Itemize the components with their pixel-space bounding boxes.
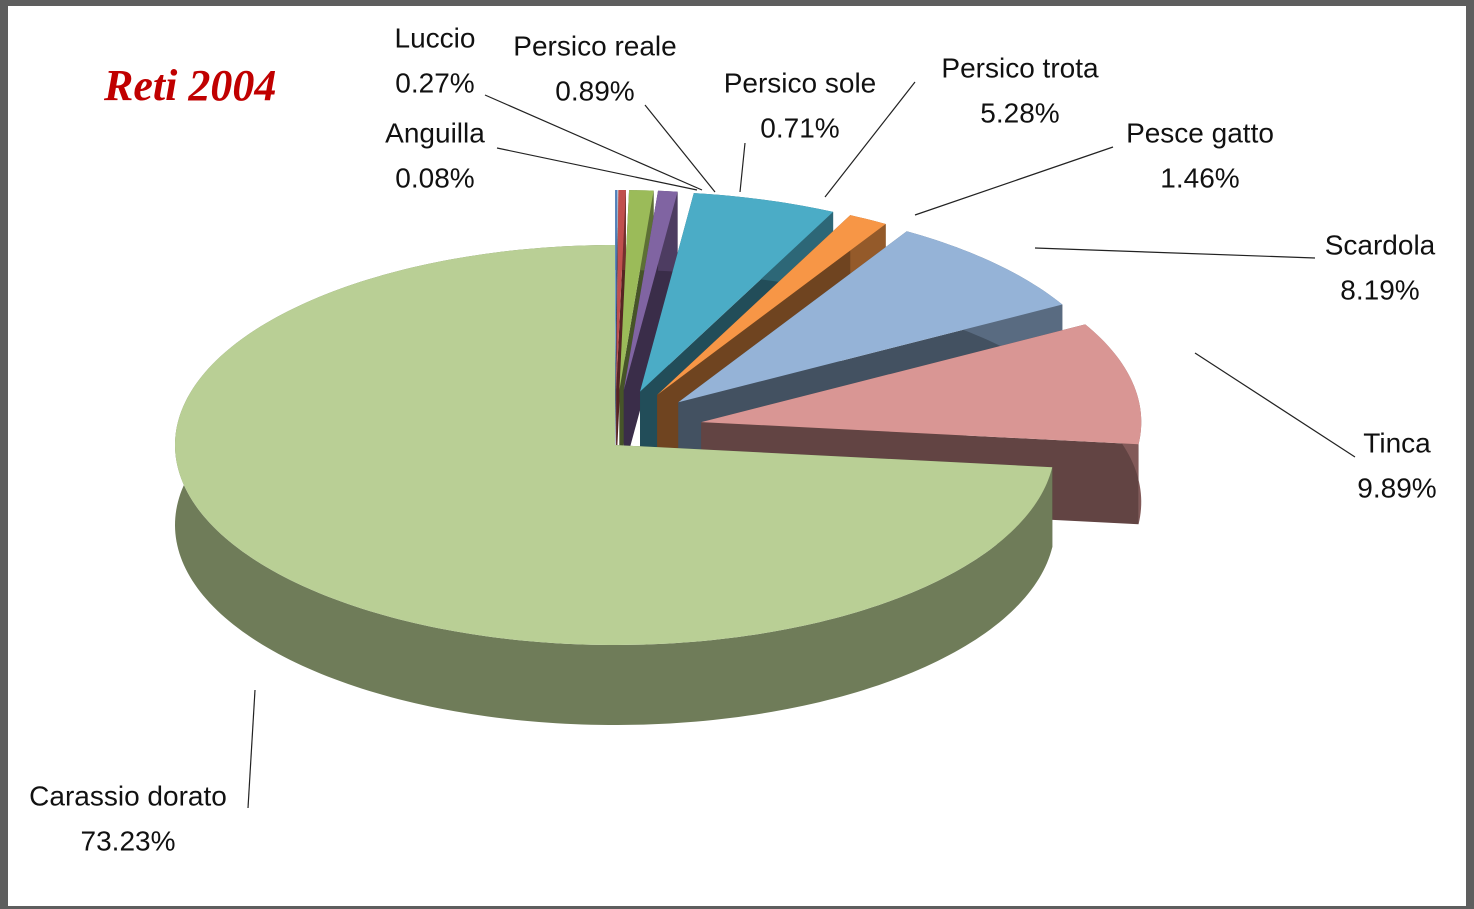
leader-line — [914, 146, 1114, 216]
chart-title: Reti 2004 — [103, 61, 276, 110]
slice — [175, 245, 1053, 645]
slice — [623, 190, 678, 391]
slice-label: Anguilla — [385, 117, 485, 148]
slice — [678, 231, 1063, 403]
slice-value-label: 1.46% — [1160, 162, 1239, 193]
leader-line — [496, 147, 698, 191]
leader-line — [484, 94, 703, 191]
leader-line — [1034, 247, 1316, 259]
slice — [616, 190, 626, 391]
slice-value-label: 9.89% — [1357, 472, 1436, 503]
slice-label: Persico trota — [941, 52, 1099, 83]
slice-label: Pesce gatto — [1126, 117, 1274, 148]
slice-label: Persico reale — [513, 30, 676, 61]
slice-value-label: 0.71% — [760, 112, 839, 143]
slice — [640, 193, 834, 392]
slice-label: Luccio — [395, 22, 476, 53]
slice-value-label: 73.23% — [81, 825, 176, 856]
leader-line — [644, 104, 716, 193]
leader-line — [824, 81, 916, 198]
slice — [701, 324, 1142, 445]
slice-label: Scardola — [1325, 229, 1436, 260]
slice-label: Tinca — [1363, 427, 1431, 458]
slice-value-label: 8.19% — [1340, 274, 1419, 305]
leader-line — [739, 142, 746, 193]
slice — [619, 190, 654, 391]
slice-value-label: 0.27% — [395, 67, 474, 98]
leader-line — [247, 689, 256, 809]
slice-value-label: 0.08% — [395, 162, 474, 193]
slice-label: Carassio dorato — [29, 780, 227, 811]
slice-value-label: 0.89% — [555, 75, 634, 106]
slice — [657, 215, 886, 395]
slice — [615, 190, 618, 391]
leader-line — [1194, 352, 1356, 458]
slice-value-label: 5.28% — [980, 97, 1059, 128]
slice-label: Persico sole — [724, 67, 877, 98]
